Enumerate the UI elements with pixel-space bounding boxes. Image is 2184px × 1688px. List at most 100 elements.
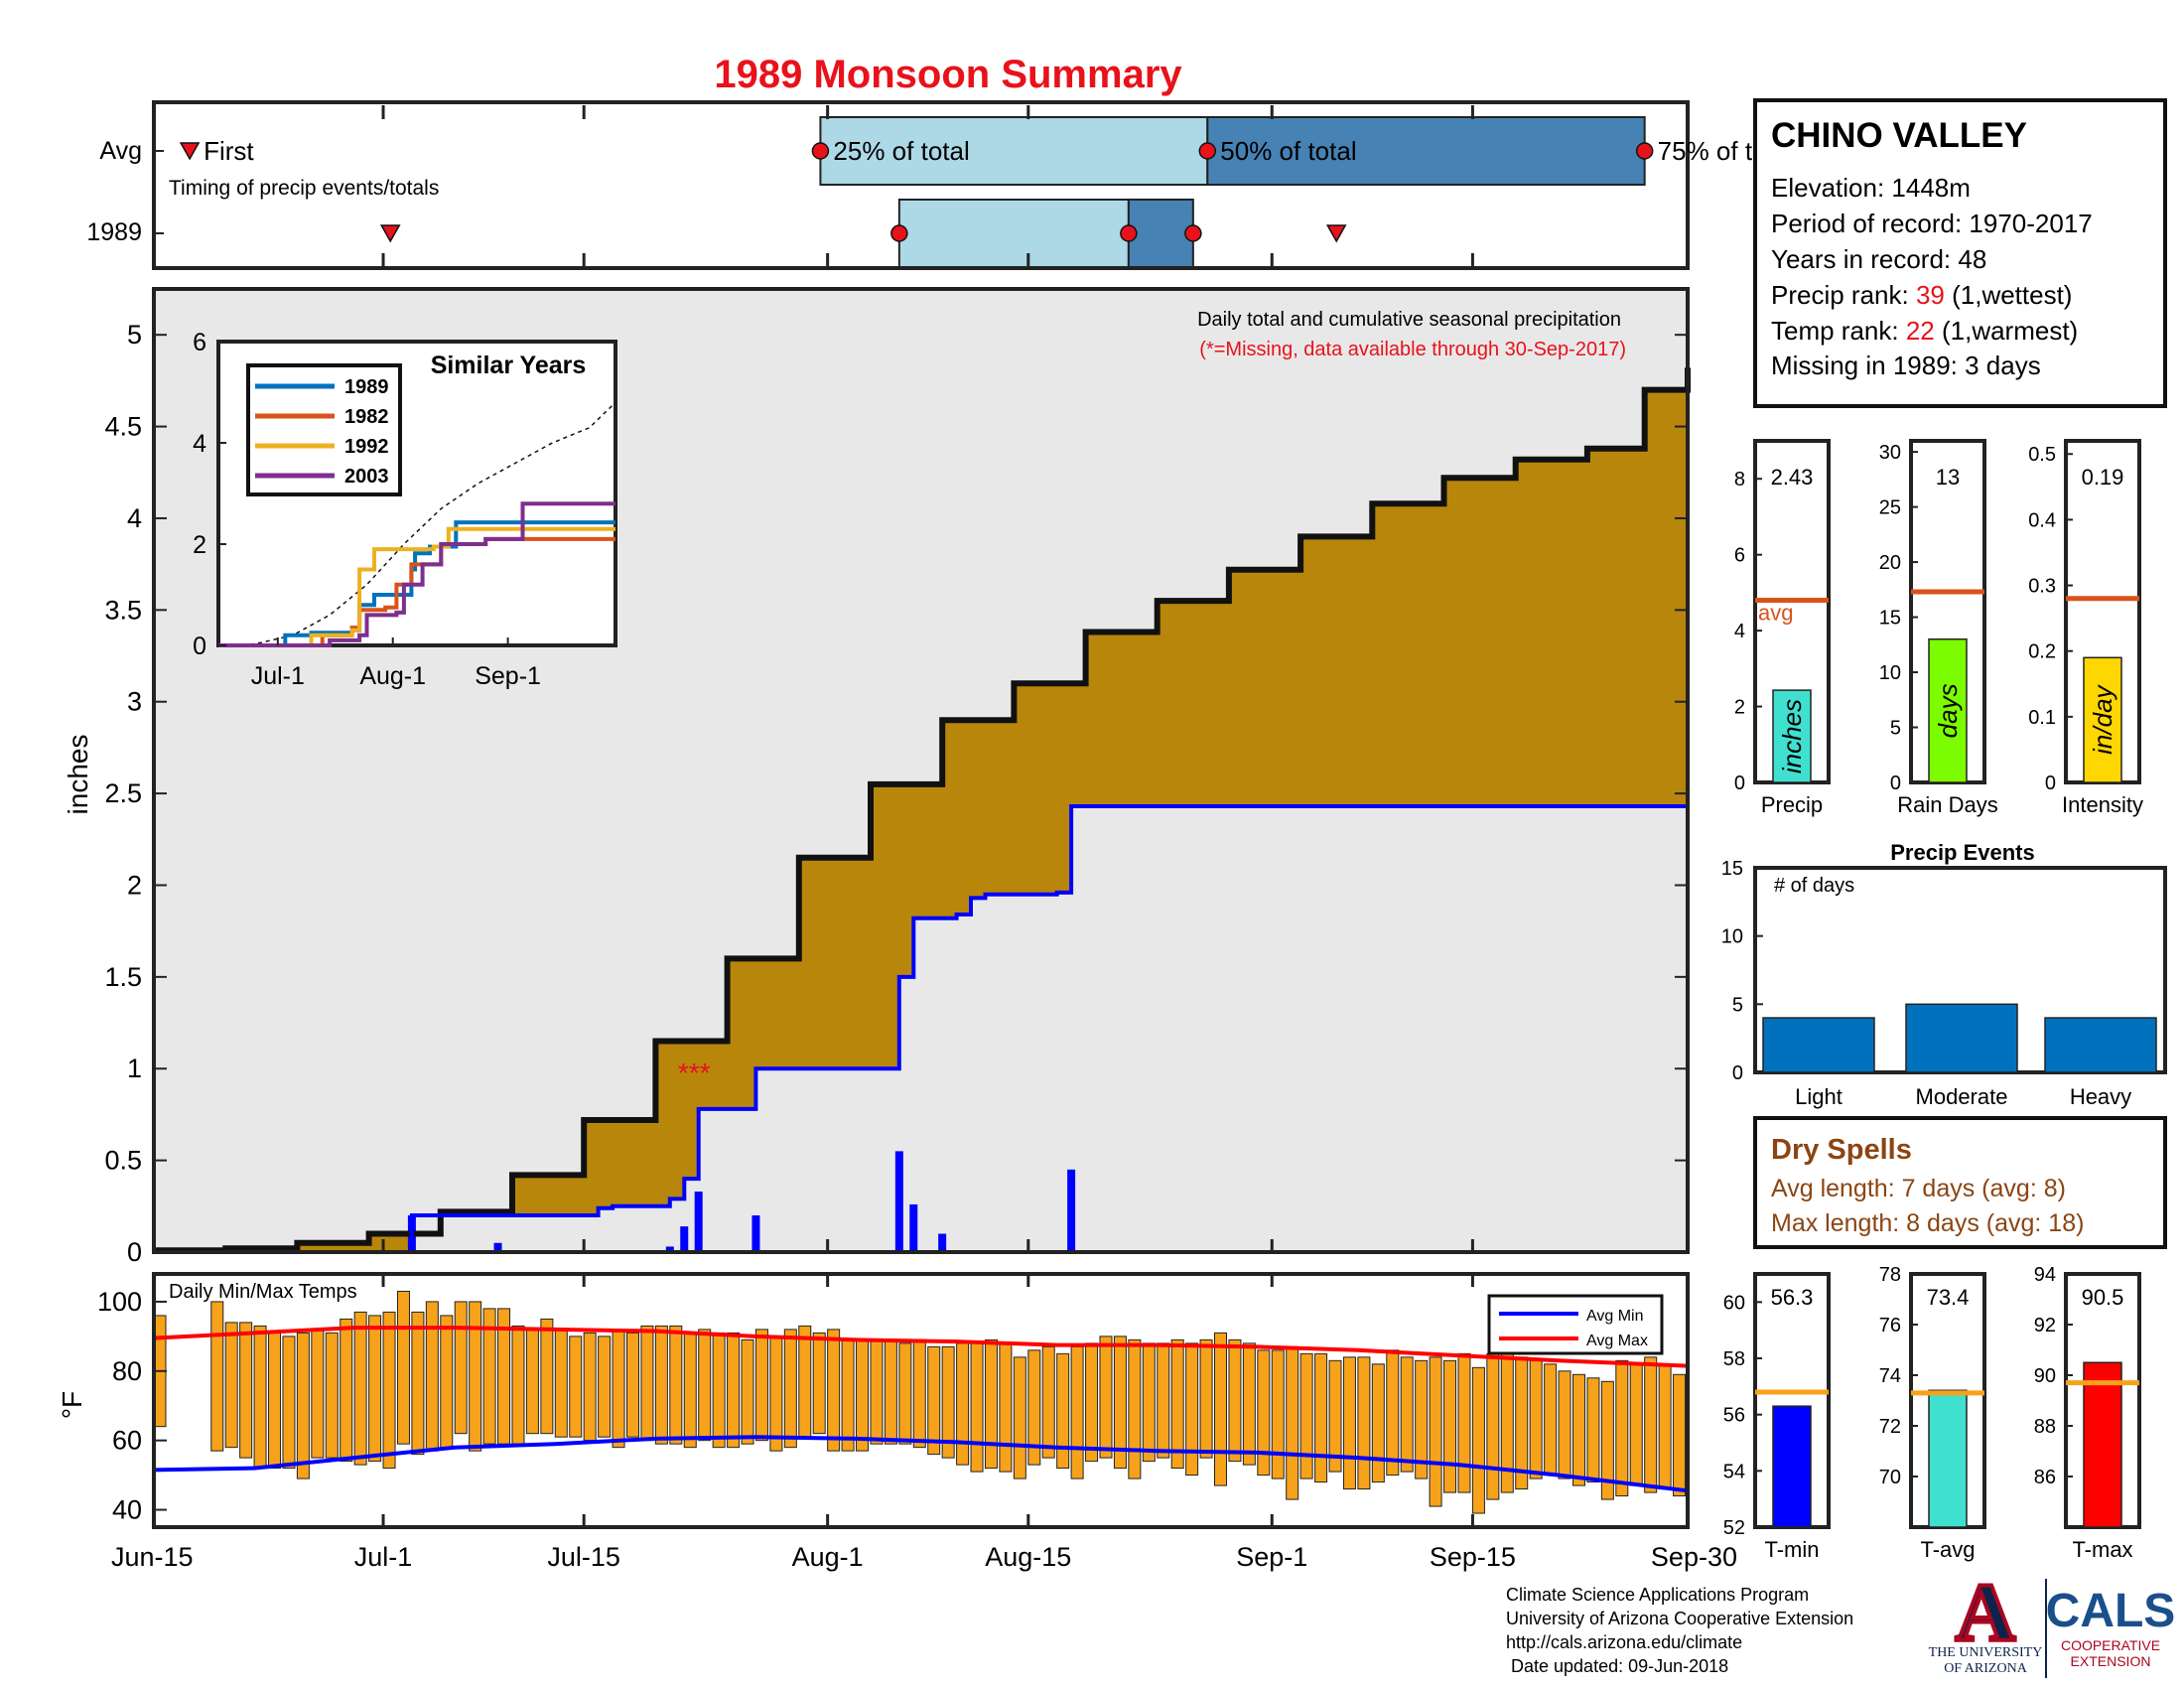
inset-ytick-label-2: 4 [193,430,206,458]
temp-range-bar-4 [253,1325,267,1470]
temp-range-bar-85 [1415,1359,1429,1479]
stat-ytick-label-precip-1: 2 [1734,697,1745,719]
stat-ytick-label-rain_days-5: 25 [1879,497,1901,519]
temp-stat-ytick-label-tavg-2: 74 [1879,1365,1901,1387]
temp-range-bar-96 [1571,1373,1585,1486]
timing-year-first-marker [379,224,401,243]
timing-p25-label: 25% of total [833,136,969,166]
observed-cumulative-fill [154,806,1688,1252]
temp-range-bar-11 [353,1311,367,1466]
temp-range-bar-103 [1673,1373,1687,1497]
inset-series-1992 [218,526,615,647]
timing-year-p75-marker [1184,224,1202,242]
ua-logo-line2: OF ARIZONA [1944,1661,2028,1676]
stat-ytick-label-precip-2: 4 [1734,621,1745,642]
temp-range-bar-47 [870,1338,884,1445]
xtick-label-1: Jul-1 [354,1542,413,1572]
temp-range-bar-46 [856,1338,870,1452]
temp-range-bar-102 [1658,1363,1672,1490]
xtick-label-3: Aug-1 [792,1542,864,1572]
event-ytick-label-0: 0 [1732,1062,1743,1084]
stat-ytick-label-rain_days-0: 0 [1890,773,1901,794]
temp-range-bar-18 [454,1301,468,1435]
dry-box-frame [1753,1116,2167,1249]
temp-range-bar-37 [727,1332,741,1449]
temp-range-bar-90 [1486,1352,1500,1500]
precip-rank-prefix: Precip rank: [1771,280,1916,310]
temp-range-bar-33 [669,1325,683,1445]
temp-rank-suffix: (1,warmest) [1935,316,2078,346]
temp-stat-ytick-label-tmax-2: 90 [2034,1365,2056,1387]
xtick-label-4: Aug-15 [985,1542,1071,1572]
temp-range-bar-89 [1471,1366,1485,1514]
temp-range-bar-51 [927,1345,941,1456]
cum-ytick-label-6: 3 [127,687,142,717]
cum-ytick-label-9: 4.5 [104,412,142,442]
page-title: 1989 Monsoon Summary [714,53,1182,96]
cals-logo-big: CALS [2046,1585,2176,1637]
stat-ytick-label-rain_days-4: 20 [1879,552,1901,574]
temp-stat-bar-tmax [2083,1361,2122,1528]
temp-stat-ytick-label-tmin-2: 56 [1723,1405,1745,1427]
temp-range-bar-9 [325,1332,339,1459]
legend-min-label: Avg Min [1586,1308,1644,1325]
observed-cumulative-line [154,804,1688,1254]
stat-value-intensity: 0.19 [2082,465,2124,490]
temp-range-bar-35 [698,1329,712,1442]
precip-rank-suffix: (1,wettest) [1945,280,2073,310]
stat-ytick-label-precip-4: 8 [1734,469,1745,491]
season-stat-bars: 2.43 Precip inches 0 2 4 6 8 13 Rain Days days 0 5 10… [1734,439,2143,817]
station-info-box: CHINO VALLEY Elevation: 1448m Period of … [1753,98,2167,408]
temps-legend-frame [1487,1294,1664,1355]
temp-range-bar-26 [569,1336,583,1438]
timing-first-label: First [204,136,254,166]
ua-logo-letter: A [1956,1567,2016,1659]
precip-events-panel: Precip Events # of days Light Moderate Hea… [1721,840,2167,1109]
timing-year-box-25-50 [897,199,1130,268]
temp-ytick-label-2: 80 [112,1356,142,1386]
temp-stat-axes-tmin [1753,1272,1831,1529]
stat-label-rain_days: Rain Days [1897,792,1997,817]
temp-range-bar-74 [1257,1349,1271,1477]
temp-stat-ytick-label-tmax-3: 92 [2034,1315,2056,1336]
stat-value-precip: 2.43 [1771,465,1814,490]
temp-range-bar-39 [754,1329,768,1442]
temp-range-bar-81 [1357,1356,1371,1490]
temp-range-bar-58 [1027,1349,1041,1466]
temp-range-bar-2 [224,1322,238,1449]
avg-min-line [153,1435,1689,1493]
timing-avg-label: Avg [99,137,142,165]
cumulative-missing-note: (*=Missing, data available through 30-Se… [1199,339,1626,360]
temp-range-bar-7 [296,1332,310,1479]
station-period: Period of record: 1970-2017 [1771,209,2093,238]
temp-range-bar-72 [1228,1338,1242,1463]
temp-stat-ytick-label-tmax-0: 86 [2034,1467,2056,1488]
temp-ytick-label-0: 40 [112,1495,142,1525]
temp-range-bar-88 [1457,1352,1471,1493]
temp-range-bar-32 [654,1325,668,1445]
temp-range-bar-101 [1644,1356,1658,1493]
temp-range-bar-42 [798,1325,812,1438]
temp-range-bar-64 [1113,1336,1127,1470]
temp-stat-ytick-label-tmin-3: 58 [1723,1348,1745,1370]
timing-p50-label: 50% of total [1220,136,1356,166]
cum-ytick-label-10: 5 [127,320,142,350]
cum-ytick-label-0: 0 [127,1237,142,1267]
cum-ytick-label-2: 1 [127,1054,142,1083]
dry-spells-box: Dry Spells Avg length: 7 days (avg: 8) M… [1753,1116,2167,1249]
stat-ytick-label-precip-0: 0 [1734,773,1745,794]
temp-range-bar-60 [1056,1352,1070,1470]
dry-max: Max length: 8 days (avg: 18) [1771,1209,2084,1237]
event-bar-2 [2044,1017,2157,1073]
temp-range-bar-16 [425,1301,439,1452]
event-ytick-label-1: 5 [1732,994,1743,1016]
temp-ytick-label-1: 60 [112,1426,142,1456]
temp-range-bar-34 [683,1332,697,1449]
similar-years-inset: Similar Years 0 2 4 6 Jul-1 Aug-1 Sep-1 1989 198… [193,329,617,690]
timing-panel: Avg 1989 Timing of precip events/totals … [86,100,2016,270]
temp-stat-ytick-label-tmin-0: 52 [1723,1517,1745,1539]
temp-stat-value-tmin: 56.3 [1771,1285,1814,1310]
temp-range-bar-73 [1242,1342,1256,1466]
temp-range-bar-87 [1443,1359,1457,1493]
temp-range-bar-99 [1615,1359,1629,1497]
